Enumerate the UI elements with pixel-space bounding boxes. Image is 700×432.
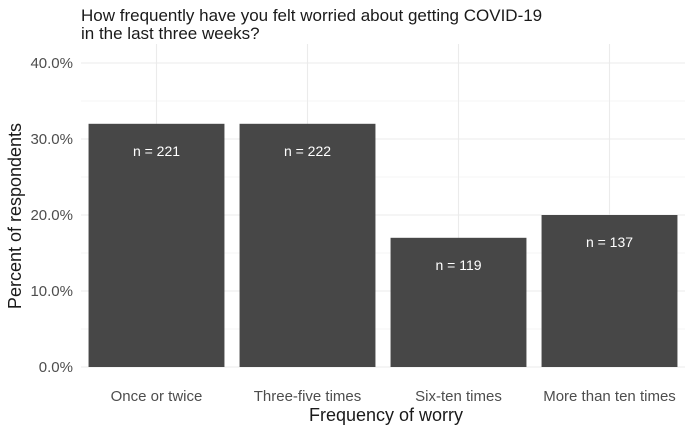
bar-count-label: n = 221 — [133, 143, 180, 159]
y-tick-label: 30.0% — [30, 131, 73, 148]
y-tick-label: 10.0% — [30, 283, 73, 300]
bars-layer: n = 221 n = 222 n = 119 n = 137 — [88, 123, 678, 367]
chart-title-line-1: How frequently have you felt worried abo… — [81, 6, 542, 25]
chart-title-line-2: in the last three weeks? — [81, 24, 260, 43]
x-tick-label: Three-five times — [254, 388, 362, 405]
x-tick-label: Once or twice — [111, 388, 203, 405]
bar-count-label: n = 137 — [586, 234, 633, 250]
y-tick-label: 0.0% — [39, 359, 73, 376]
bar — [390, 237, 527, 367]
bar — [239, 123, 376, 367]
bar — [88, 123, 225, 367]
ticks-layer: 0.0% 10.0% 20.0% 30.0% 40.0% Once or twice Thr… — [30, 55, 675, 405]
y-tick-label: 40.0% — [30, 55, 73, 72]
bar-count-label: n = 222 — [284, 143, 331, 159]
x-tick-label: More than ten times — [543, 388, 676, 405]
bar — [541, 215, 678, 367]
y-axis-title: Percent of respondents — [5, 123, 25, 309]
x-axis-title: Frequency of worry — [309, 405, 463, 425]
bar-count-label: n = 119 — [435, 257, 481, 273]
x-tick-label: Six-ten times — [415, 388, 502, 405]
y-tick-label: 20.0% — [30, 207, 73, 224]
